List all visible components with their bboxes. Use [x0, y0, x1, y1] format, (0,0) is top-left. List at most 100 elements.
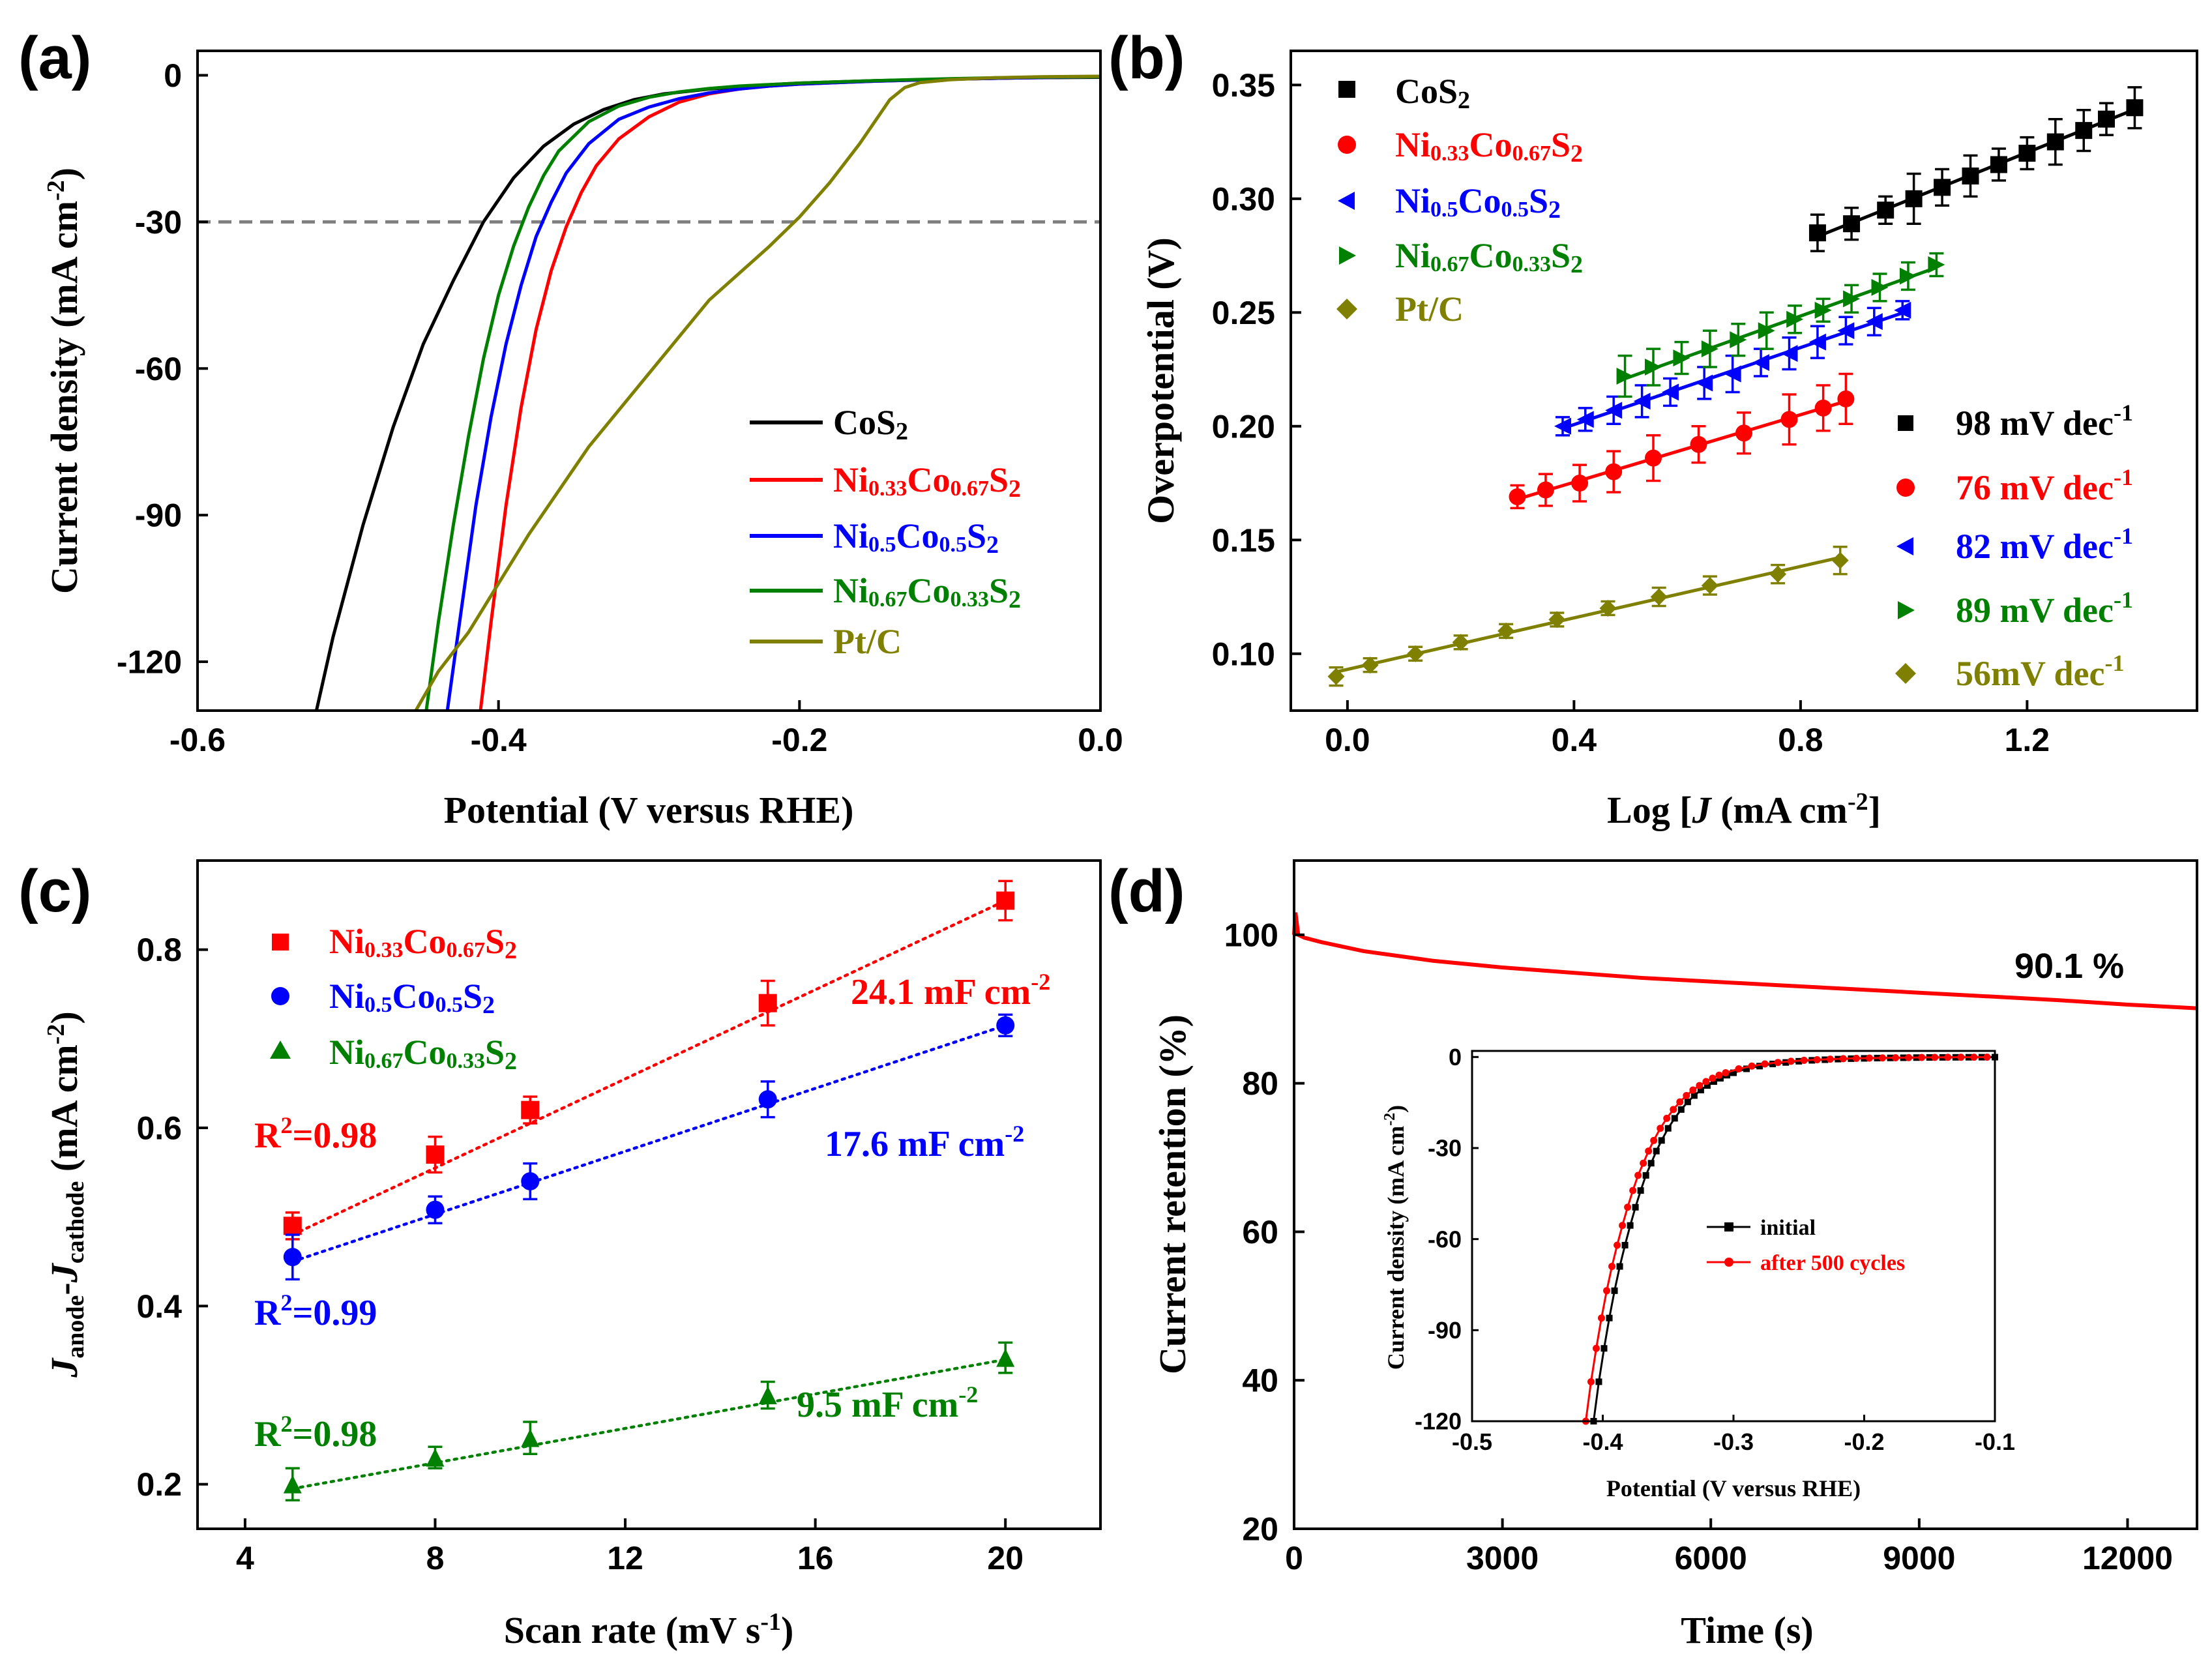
data-point-ni0-67co0-33s2 [426, 1448, 445, 1467]
inset-point-after-500-cycles [1748, 1062, 1756, 1070]
panel-c-ytick-label: 0.6 [136, 1110, 182, 1147]
legend-b-ni033-el1: Ni [1395, 125, 1430, 164]
legend-b-ni033: Ni0.33Co0.67S2 [1395, 125, 1583, 168]
data-point-ni0-67co0-33s2 [1786, 310, 1804, 328]
inset-ticks: -0.5 -0.4 -0.3 -0.2 -0.1 0 -30 -60 -90 -120 [1415, 1044, 2015, 1455]
slope-ni067-sup: -1 [2114, 587, 2133, 613]
legend-c-ni033: Ni0.33Co0.67S2 [329, 922, 517, 964]
legend-b-ni067-sub1: 0.67 [1430, 252, 1469, 276]
data-point-ni0-33co0-67s2 [1571, 475, 1589, 492]
r2-label-ni033: R2=0.98 [254, 1112, 377, 1156]
legend-b-cos2-sub: 2 [1458, 87, 1470, 114]
data-point-pt-c [1361, 656, 1379, 674]
panel-b-legend-slopes: 98 mV dec-1 76 mV dec-1 82 mV dec-1 89 m… [1895, 400, 2133, 693]
panel-a-xtick-label: -0.4 [471, 722, 527, 758]
legend-c-ni067-el1: Ni [329, 1033, 364, 1072]
slope-marker-ni033 [1896, 479, 1915, 497]
panel-a-xtick-label: -0.6 [170, 722, 226, 758]
inset-point-after-500-cycles [1774, 1059, 1782, 1067]
data-point-ni0-67co0-33s2 [1701, 340, 1718, 358]
inset-plot-area [1582, 1054, 1998, 1425]
inset-ytick-label: -120 [1415, 1408, 1462, 1435]
data-point-ni0-67co0-33s2 [1814, 301, 1832, 319]
panel-a-ytick-label: -120 [117, 644, 182, 681]
legend-a-ni067-sub3: 2 [1009, 586, 1021, 613]
slope-ni05-sup: -1 [2114, 523, 2133, 549]
inset-point-after-500-cycles [1918, 1054, 1926, 1061]
legend-a-ptc: Pt/C [833, 622, 902, 661]
legend-a-ni033-sub3: 2 [1009, 475, 1021, 503]
panel-b-ytick-label: 0.10 [1212, 636, 1275, 672]
data-point-ni0-5co0-5s2 [283, 1248, 302, 1267]
panel-c-xtick-label: 20 [987, 1540, 1024, 1576]
legend-b-ni05: Ni0.5Co0.5S2 [1395, 181, 1561, 224]
panel-a-ytick-label: -30 [135, 204, 182, 241]
data-point-ni0-5co0-5s2 [1865, 313, 1883, 331]
inset-xtick-label: -0.1 [1975, 1428, 2015, 1455]
panel-b-ytick-label: 0.15 [1212, 522, 1275, 559]
panel-d-ytick-label: 100 [1224, 917, 1278, 953]
data-point-cos2 [1905, 190, 1923, 207]
series-line-retention [1292, 912, 2198, 1011]
r2-ni033-val: =0.98 [292, 1115, 377, 1156]
cap-ni067-text: 9.5 mF cm [797, 1385, 958, 1425]
panel-a-frame [196, 50, 1102, 712]
panel-c-xtick-label: 12 [607, 1540, 643, 1576]
panel-c-plot-area [283, 879, 1015, 1502]
retention-label: 90.1 % [2014, 947, 2124, 986]
panel-c-xlabel-sup: -1 [760, 1608, 781, 1636]
inset-legend-marker-initial [1724, 1222, 1733, 1232]
panel-c-ticks: 4 8 12 16 20 0.2 0.4 0.6 0.8 [136, 932, 1024, 1576]
data-point-cos2 [1962, 167, 1979, 184]
inset-point-after-500-cycles [1944, 1054, 1952, 1061]
inset-point-initial [1684, 1099, 1691, 1106]
panel-c-xlabel: Scan rate (mV s-1) [504, 1608, 794, 1651]
inset-point-after-500-cycles [1629, 1187, 1637, 1194]
legend-c-ni067-sub3: 2 [505, 1048, 517, 1075]
data-point-cos2 [1843, 215, 1861, 233]
panel-a-xtick-label: 0.0 [1078, 722, 1123, 758]
inset-point-after-500-cycles [1597, 1314, 1605, 1322]
legend-b-marker-ni067 [1339, 246, 1356, 265]
legend-b-ni05-sub3: 2 [1548, 196, 1561, 224]
legend-a-ni05-sub1: 0.5 [868, 533, 896, 557]
r2-label-ni067: R2=0.98 [254, 1411, 377, 1454]
panel-b-xlabel: Log [J (mA cm-2] [1607, 788, 1881, 831]
legend-a-ni067-sub2: 0.33 [951, 587, 990, 612]
data-point-cos2 [1990, 156, 2007, 173]
data-point-ni0-67co0-33s2 [758, 1386, 777, 1404]
data-point-ni0-67co0-33s2 [1645, 359, 1662, 376]
slope-label-ni067: 89 mV dec-1 [1956, 587, 2133, 630]
legend-c-ni05-sub1: 0.5 [364, 993, 392, 1017]
legend-a-ni067-el2: Co [907, 571, 951, 610]
inset-xlabel: Potential (V versus RHE) [1606, 1475, 1861, 1501]
inset-ylabel: Current density (mA cm-2) [1381, 1105, 1409, 1370]
panel-d: (d) 0 3000 6000 9000 12000 20 40 60 80 100 Time (… [1108, 858, 2198, 1651]
panel-c-legend: Ni0.33Co0.67S2 Ni0.5Co0.5S2 Ni0.67Co0.33… [270, 922, 517, 1075]
panel-c-ytick-label: 0.8 [136, 932, 182, 968]
panel-a-legend: CoS2 Ni0.33Co0.67S2 Ni0.5Co0.5S2 Ni0.67C… [750, 403, 1021, 661]
inset-point-initial [1600, 1345, 1608, 1352]
legend-c-ni033-el2: Co [404, 922, 447, 961]
panel-c-xtick-label: 4 [236, 1540, 254, 1576]
r2-ni033-sup: 2 [280, 1112, 292, 1138]
inset-point-initial [1730, 1069, 1737, 1076]
legend-b-ni067-sub3: 2 [1571, 251, 1583, 278]
cap-ni033-sup: -2 [1031, 969, 1050, 995]
inset-xtick-label: -0.4 [1582, 1428, 1623, 1455]
data-point-ni0-33co0-67s2 [1645, 449, 1662, 467]
cap-label-ni05: 17.6 mF cm-2 [825, 1121, 1024, 1164]
series-line-cos2 [314, 75, 1100, 711]
legend-a-ni033-el2: Co [907, 460, 951, 499]
inset-point-initial [1642, 1172, 1649, 1179]
panel-d-ytick-label: 60 [1242, 1214, 1278, 1250]
panel-c-xlabel-close: ) [781, 1609, 793, 1651]
inset-point-after-500-cycles [1608, 1263, 1616, 1271]
panel-c-ylabel-j1: J [43, 1357, 85, 1378]
legend-a-ni033-el1: Ni [833, 460, 868, 499]
data-point-ni0-33co0-67s2 [1690, 435, 1707, 453]
data-point-ni0-33co0-67s2 [283, 1217, 302, 1235]
panel-d-label: (d) [1108, 858, 1185, 924]
inset-legend-marker-after [1724, 1258, 1733, 1267]
data-point-ni0-5co0-5s2 [1837, 322, 1855, 340]
